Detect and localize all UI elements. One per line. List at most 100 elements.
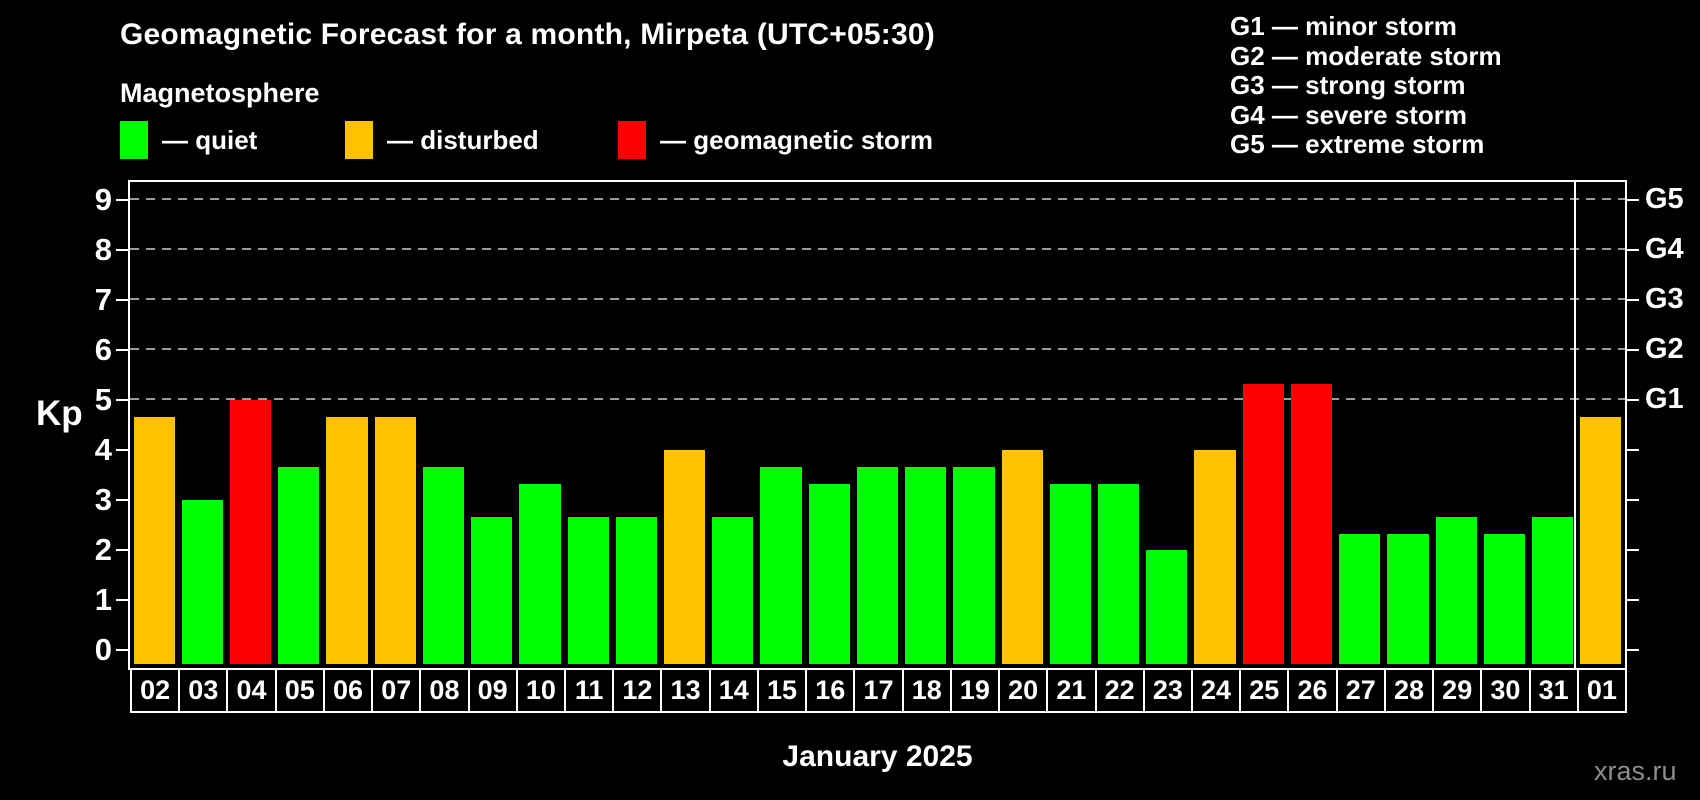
legend-label-storm: — geomagnetic storm: [660, 124, 934, 155]
day-label-14: 14: [708, 668, 759, 713]
y-tick-label-2: 2: [94, 532, 112, 567]
bar-day-26: [1290, 383, 1333, 664]
bar-day-19: [953, 466, 995, 664]
bar-day-31: [1532, 516, 1574, 664]
right-tick-kp7: [1625, 299, 1639, 301]
legend-item-quiet: — quiet: [120, 120, 257, 160]
right-tick-kp0: [1625, 649, 1639, 651]
bar-day-20: [1001, 450, 1043, 664]
plot-area: [128, 180, 1627, 670]
bar-day-12: [615, 516, 657, 664]
bar-day-06: [326, 416, 368, 664]
y-tick-label-8: 8: [94, 232, 112, 267]
chart-subtitle: Magnetosphere: [120, 78, 320, 108]
bar-day-03: [181, 500, 223, 664]
day-label-29: 29: [1432, 668, 1483, 713]
bar-day-08: [422, 466, 465, 664]
y-tick-label-9: 9: [94, 182, 112, 217]
bar-day-07: [374, 416, 416, 664]
y-tick-label-4: 4: [94, 432, 112, 467]
day-label-12: 12: [612, 668, 663, 713]
day-label-17: 17: [853, 668, 904, 713]
day-label-03: 03: [178, 668, 229, 713]
right-axis-label-g1: G1: [1645, 383, 1684, 415]
bar-day-10: [519, 483, 561, 664]
month-divider-line: [1573, 182, 1576, 668]
right-tick-kp1: [1625, 599, 1639, 601]
day-label-16: 16: [805, 668, 856, 713]
bar-day-11: [567, 516, 609, 664]
left-tick-kp2: [116, 549, 130, 551]
y-tick-label-0: 0: [94, 632, 112, 667]
day-label-25: 25: [1239, 668, 1290, 713]
day-label-07: 07: [371, 668, 422, 713]
day-label-01: 01: [1576, 668, 1627, 713]
right-tick-kp2: [1625, 549, 1639, 551]
legend-swatch-disturbed: [345, 121, 373, 159]
legend-label-quiet: — quiet: [162, 124, 258, 155]
day-label-22: 22: [1094, 668, 1145, 713]
left-tick-kp5: [116, 399, 130, 401]
left-tick-kp7: [116, 299, 130, 301]
storm-scale-line-3: G3 — strong storm: [1230, 70, 1466, 100]
day-label-02: 02: [130, 668, 181, 713]
right-tick-kp4: [1625, 449, 1639, 451]
bar-day-05: [278, 466, 320, 664]
day-label-11: 11: [564, 668, 615, 713]
day-label-18: 18: [901, 668, 952, 713]
day-label-04: 04: [226, 668, 277, 713]
legend-item-storm: — geomagnetic storm: [618, 120, 933, 160]
day-label-24: 24: [1190, 668, 1242, 713]
month-caption: January 2025: [782, 740, 973, 773]
bar-day-09: [471, 516, 513, 664]
right-tick-kp6: [1625, 349, 1639, 351]
right-axis-label-g4: G4: [1645, 233, 1684, 265]
y-tick-label-1: 1: [94, 582, 112, 617]
day-label-10: 10: [515, 668, 567, 713]
legend-label-disturbed: — disturbed: [387, 124, 539, 155]
bar-day-02: [133, 416, 175, 664]
watermark: xras.ru: [1594, 756, 1677, 786]
bar-day-22: [1098, 483, 1140, 664]
left-tick-kp1: [116, 599, 130, 601]
left-tick-kp0: [116, 649, 130, 651]
bar-day-16: [808, 483, 850, 664]
bar-day-23: [1146, 550, 1188, 664]
day-label-06: 06: [322, 668, 374, 713]
bar-day-18: [905, 466, 947, 664]
right-tick-kp5: [1625, 399, 1639, 401]
left-tick-kp3: [116, 499, 130, 501]
bar-day-01: [1580, 416, 1622, 664]
storm-scale-line-2: G2 — moderate storm: [1230, 40, 1502, 71]
right-axis-label-g3: G3: [1645, 283, 1684, 315]
day-label-27: 27: [1335, 668, 1386, 713]
bar-day-21: [1049, 483, 1091, 664]
gridline-kp6: [130, 348, 1625, 350]
bar-day-24: [1194, 450, 1236, 664]
day-label-09: 09: [467, 668, 518, 713]
storm-scale-line-4: G4 — severe storm: [1230, 99, 1468, 130]
left-tick-kp6: [116, 349, 130, 351]
right-tick-kp8: [1625, 249, 1639, 251]
left-tick-kp8: [116, 249, 130, 251]
bar-day-28: [1387, 533, 1429, 664]
bar-day-17: [856, 466, 899, 664]
gridline-kp5: [130, 398, 1625, 400]
bar-day-14: [712, 516, 754, 664]
y-tick-label-6: 6: [94, 332, 112, 367]
legend-swatch-quiet: [120, 121, 148, 159]
right-tick-kp3: [1625, 499, 1639, 501]
day-label-15: 15: [756, 668, 808, 713]
y-tick-label-3: 3: [94, 482, 112, 517]
bar-day-13: [663, 450, 706, 664]
bar-day-25: [1242, 383, 1284, 664]
day-label-13: 13: [660, 668, 711, 713]
day-label-31: 31: [1528, 668, 1579, 713]
left-tick-kp4: [116, 449, 130, 451]
day-label-08: 08: [419, 668, 470, 713]
day-label-21: 21: [1046, 668, 1097, 713]
legend-item-disturbed: — disturbed: [345, 120, 539, 160]
day-label-05: 05: [274, 668, 325, 713]
day-label-19: 19: [949, 668, 1001, 713]
